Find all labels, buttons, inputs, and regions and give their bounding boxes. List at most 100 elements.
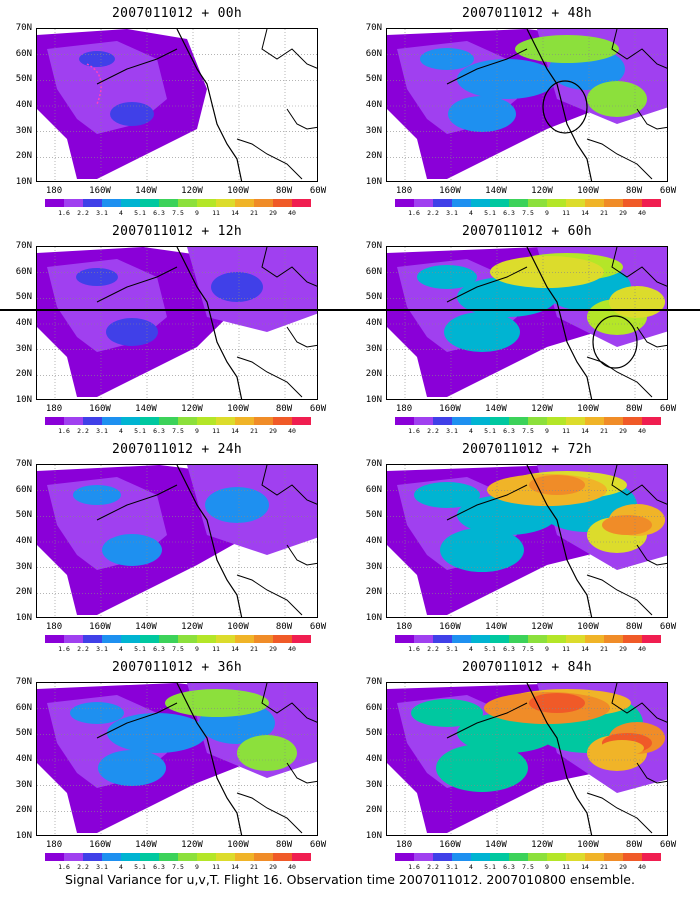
y-tick-label: 10N [15, 831, 32, 841]
x-tick-label: 160W [439, 622, 461, 632]
colorbar-swatch [547, 199, 566, 207]
colorbar-label: 29 [269, 645, 277, 653]
colorbar-swatch [83, 635, 102, 643]
colorbar-label: 4 [469, 427, 473, 435]
y-tick-label: 40N [365, 754, 382, 764]
colorbar-label: 11 [562, 863, 570, 871]
y-tick-label: 10N [15, 613, 32, 623]
map-frame [36, 246, 318, 400]
x-tick-label: 60W [309, 186, 327, 196]
colorbar-swatch [64, 635, 83, 643]
x-tick-label: 160W [89, 404, 111, 414]
colorbar-label: 7.5 [172, 863, 184, 871]
x-tick-label: 100W [227, 404, 249, 414]
map-panel: 2007011012 + 00h 70N 60N 50N 40N 30N 20N 10N 180… [0, 6, 336, 218]
colorbar-swatch [604, 635, 623, 643]
variance-map [387, 465, 667, 617]
colorbar-label: 2.2 [77, 209, 89, 217]
x-tick-label: 100W [227, 622, 249, 632]
y-tick-label: 30N [365, 125, 382, 136]
colorbar [395, 417, 661, 425]
colorbar-label: 4 [119, 645, 123, 653]
x-tick-label: 140W [485, 404, 507, 414]
colorbar-swatch [490, 199, 509, 207]
colorbar-swatch [121, 199, 140, 207]
colorbar-swatch [623, 417, 642, 425]
colorbar-labels: 1.6 2.2 3.1 4 5.1 6.3 7.5 9 11 14 21 29 40 [395, 427, 661, 436]
x-tick-label: 160W [89, 622, 111, 632]
colorbar-swatch [414, 417, 433, 425]
x-tick-label: 120W [531, 622, 553, 632]
colorbar-swatch [254, 853, 273, 861]
x-tick-label: 180 [45, 404, 63, 414]
colorbar-swatch [433, 853, 452, 861]
x-tick-label: 160W [439, 840, 461, 850]
panel-title: 2007011012 + 00h [111, 6, 243, 21]
colorbar-label: 5.1 [484, 645, 496, 653]
y-tick-label: 10N [365, 177, 382, 187]
map-panel: 2007011012 + 36h 70N 60N 50N 40N 30N 20N 10N 180… [0, 660, 336, 871]
y-tick-label: 20N [15, 805, 32, 816]
colorbar-label: 3.1 [446, 209, 458, 217]
colorbar-swatch [395, 199, 414, 207]
colorbar [395, 635, 661, 643]
y-tick-label: 30N [365, 561, 382, 572]
colorbar-label: 14 [231, 863, 239, 871]
colorbar-label: 11 [212, 427, 220, 435]
y-tick-label: 30N [365, 779, 382, 790]
x-tick-label: 80W [275, 622, 293, 632]
colorbar-swatch [254, 417, 273, 425]
colorbar-swatch [197, 635, 216, 643]
x-tick-label: 180 [395, 404, 413, 414]
colorbar-label: 11 [562, 645, 570, 653]
x-tick-label: 80W [275, 840, 293, 850]
colorbar-swatch [528, 853, 547, 861]
x-tick-label: 140W [135, 622, 157, 632]
colorbar-swatch [509, 853, 528, 861]
colorbar-swatch [121, 635, 140, 643]
y-tick-label: 40N [365, 318, 382, 328]
colorbar-label: 14 [231, 645, 239, 653]
y-tick-label: 60N [365, 48, 382, 59]
x-tick-label: 160W [439, 404, 461, 414]
colorbar-swatch [433, 417, 452, 425]
y-tick-label: 60N [15, 484, 32, 495]
map-frame [386, 682, 668, 836]
colorbar-swatch [140, 635, 159, 643]
x-tick-label: 80W [275, 186, 293, 196]
colorbar-label: 9 [195, 209, 199, 217]
colorbar-label: 7.5 [522, 427, 534, 435]
variance-map [37, 247, 317, 399]
colorbar-label: 40 [638, 863, 646, 871]
colorbar-label: 21 [250, 645, 258, 653]
colorbar-label: 29 [619, 209, 627, 217]
y-tick-label: 30N [15, 561, 32, 572]
panel-title: 2007011012 + 60h [461, 224, 593, 239]
y-tick-label: 60N [15, 48, 32, 59]
variance-map [387, 29, 667, 181]
colorbar-swatch [642, 635, 661, 643]
colorbar-label: 2.2 [77, 645, 89, 653]
y-tick-label: 60N [365, 484, 382, 495]
y-tick-label: 70N [365, 241, 382, 251]
panel-title: 2007011012 + 12h [111, 224, 243, 239]
colorbar-swatch [216, 635, 235, 643]
colorbar-swatch [216, 853, 235, 861]
y-tick-label: 60N [15, 266, 32, 277]
colorbar-swatch [140, 853, 159, 861]
y-tick-label: 70N [15, 23, 32, 33]
colorbar [45, 853, 311, 861]
x-tick-label: 140W [135, 186, 157, 196]
colorbar-swatch [585, 635, 604, 643]
colorbar-swatch [159, 635, 178, 643]
colorbar-labels: 1.6 2.2 3.1 4 5.1 6.3 7.5 9 11 14 21 29 40 [395, 645, 661, 654]
x-tick-label: 120W [531, 186, 553, 196]
colorbar-labels: 1.6 2.2 3.1 4 5.1 6.3 7.5 9 11 14 21 29 40 [45, 209, 311, 218]
colorbar-label: 4 [469, 863, 473, 871]
x-tick-label: 140W [485, 840, 507, 850]
map-panel: 2007011012 + 60h 70N 60N 50N 40N 30N 20N 10N 180… [350, 224, 686, 436]
y-tick-label: 60N [15, 702, 32, 713]
colorbar-swatch [471, 853, 490, 861]
colorbar-swatch [235, 635, 254, 643]
colorbar-label: 9 [545, 209, 549, 217]
